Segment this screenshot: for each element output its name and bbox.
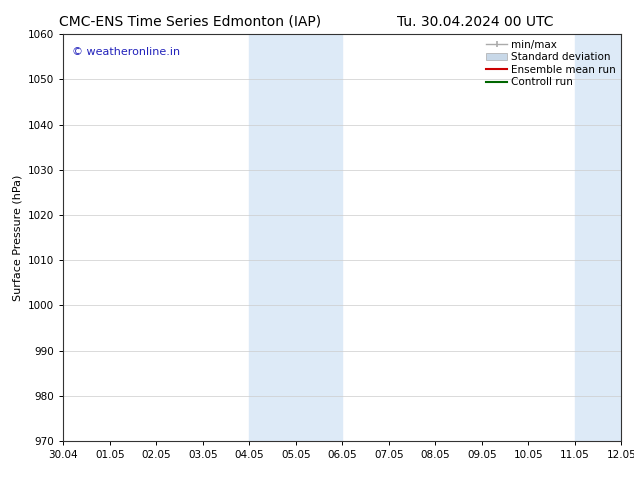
Bar xyxy=(575,34,621,441)
Legend: min/max, Standard deviation, Ensemble mean run, Controll run: min/max, Standard deviation, Ensemble me… xyxy=(484,37,618,89)
Bar xyxy=(249,34,342,441)
Text: CMC-ENS Time Series Edmonton (IAP): CMC-ENS Time Series Edmonton (IAP) xyxy=(59,15,321,29)
Text: Tu. 30.04.2024 00 UTC: Tu. 30.04.2024 00 UTC xyxy=(398,15,553,29)
Text: © weatheronline.in: © weatheronline.in xyxy=(72,47,180,56)
Y-axis label: Surface Pressure (hPa): Surface Pressure (hPa) xyxy=(13,174,23,301)
